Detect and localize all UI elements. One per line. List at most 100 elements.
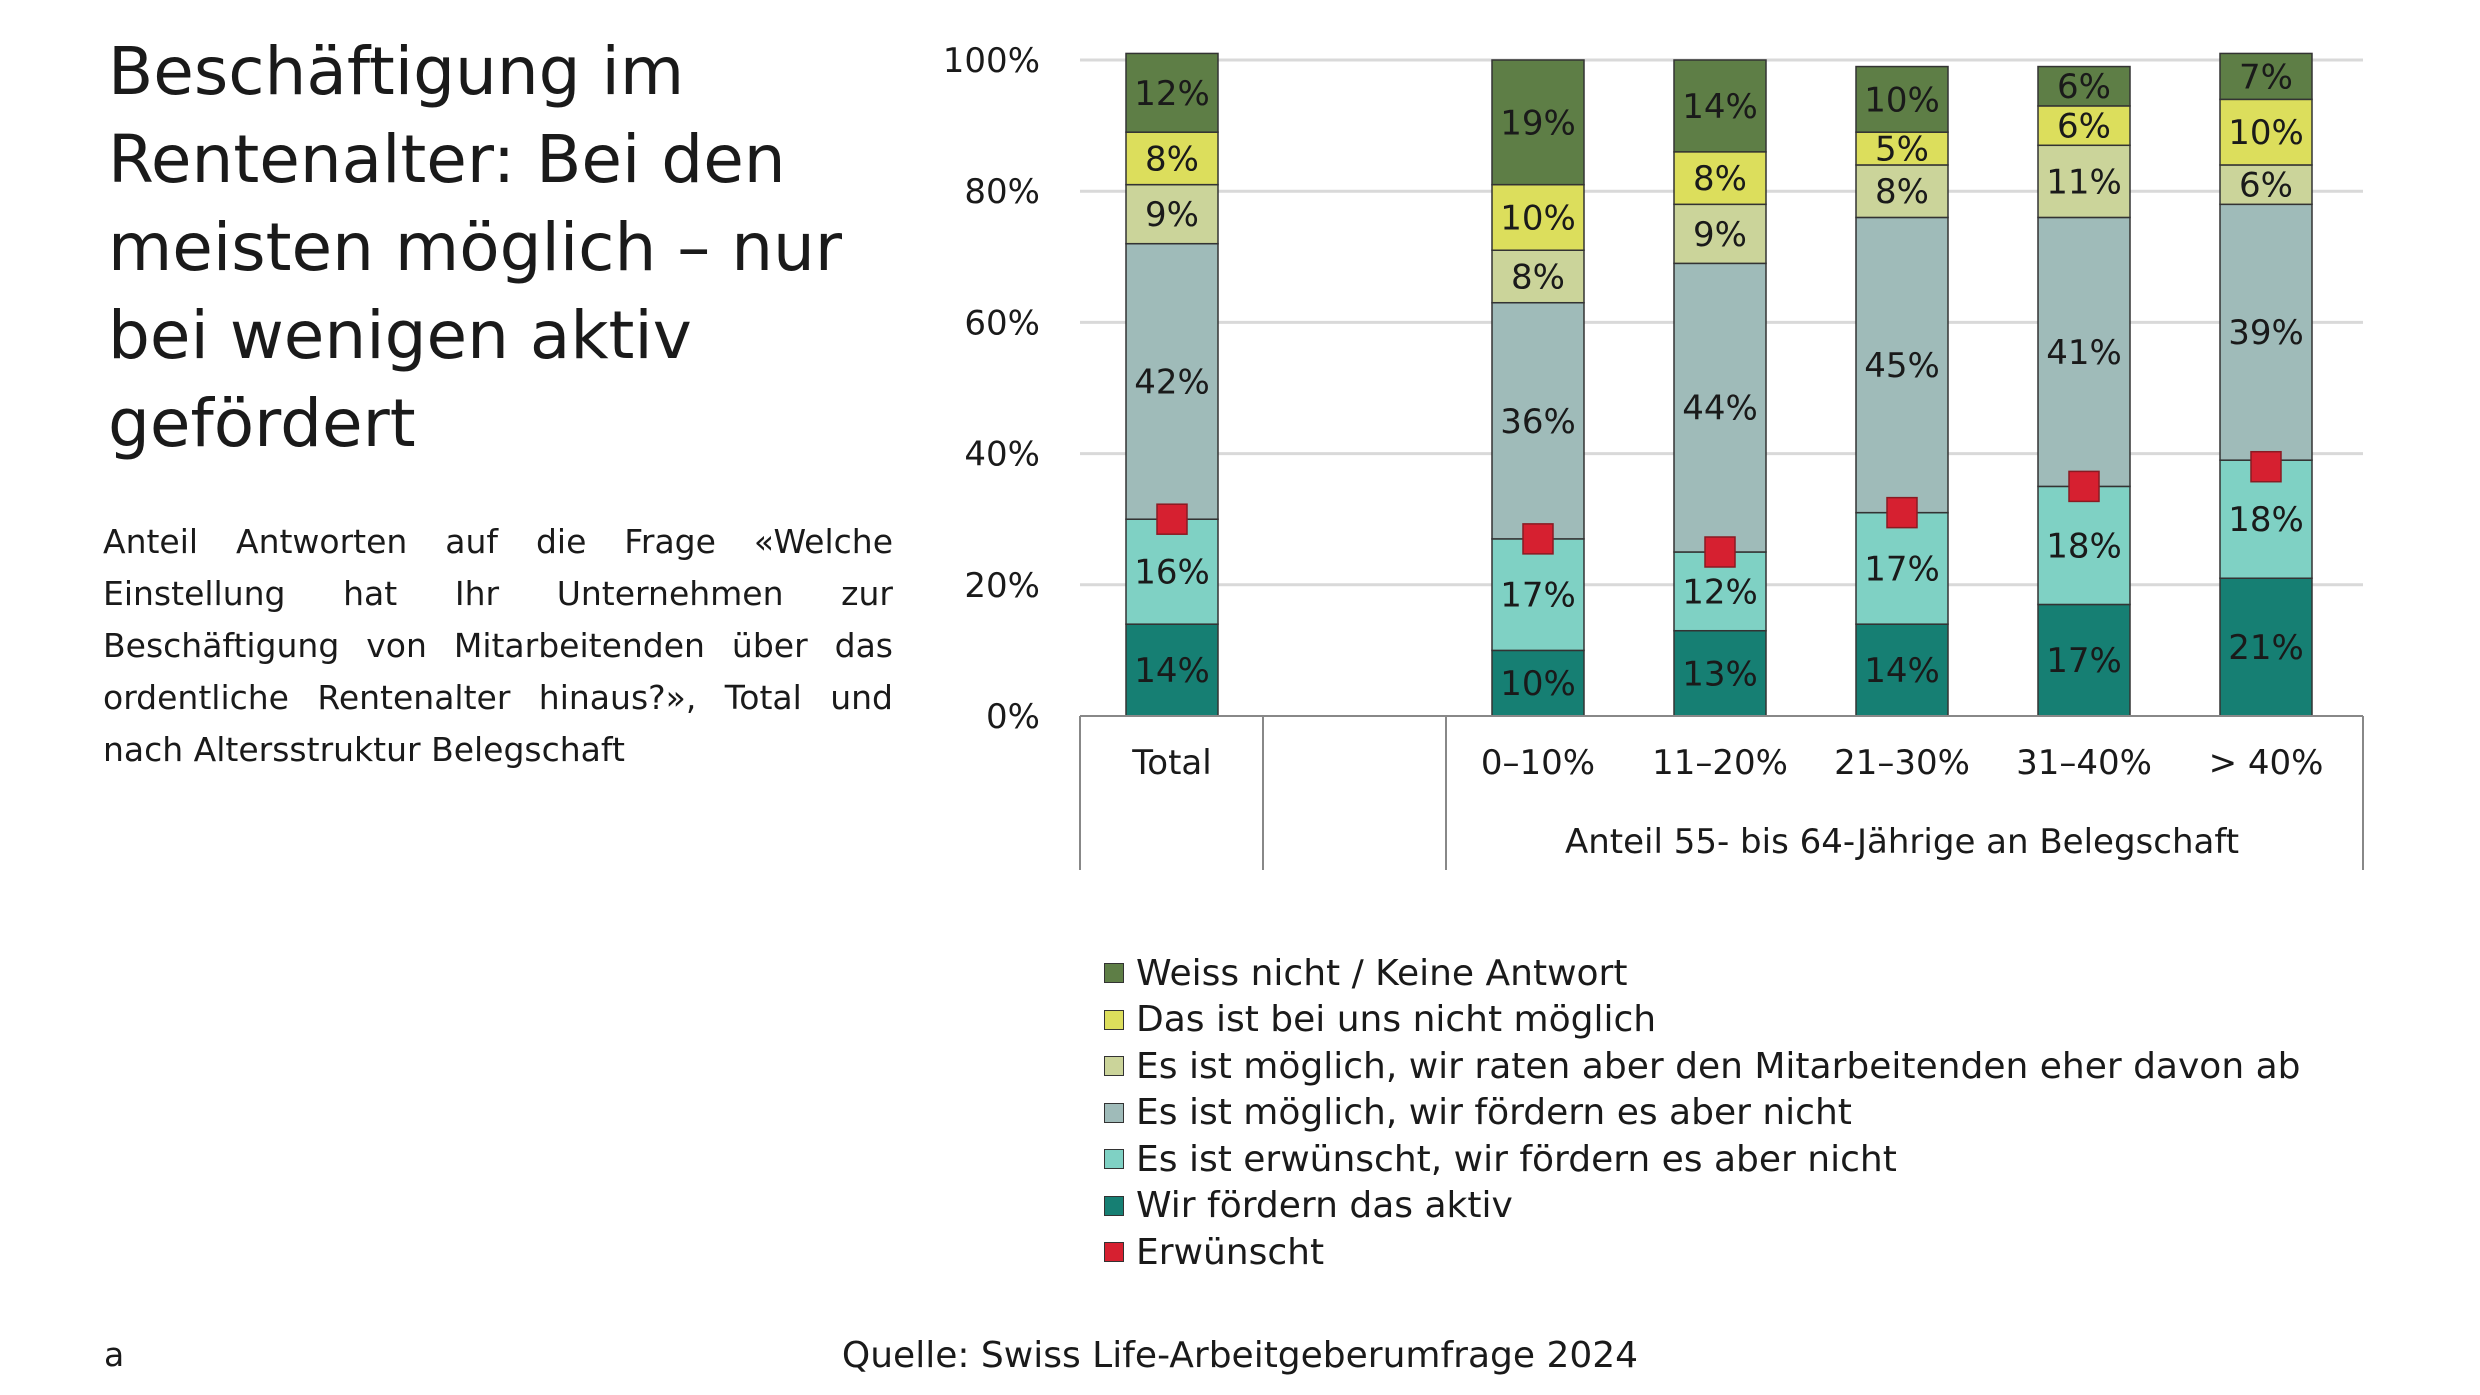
data-label: 6% [2057, 67, 2111, 107]
legend-item: Das ist bei uns nicht möglich [1104, 997, 2301, 1044]
legend-swatch [1104, 1102, 1124, 1123]
bar-segment [2219, 203, 2313, 461]
data-label: 19% [1500, 103, 1576, 143]
data-label: 7% [2239, 57, 2293, 97]
bar-segment [1125, 131, 1219, 186]
source-note: Quelle: Swiss Life-Arbeitgeberumfrage 20… [841, 1335, 1639, 1376]
bar-segment [1673, 151, 1767, 206]
legend-label: Wir fördern das aktiv [1136, 1185, 1513, 1227]
bar-segment [1855, 164, 1949, 219]
x-tick-label: 11–20% [1652, 743, 1788, 783]
y-tick-label: 80% [964, 172, 1040, 212]
bar-segment [1125, 242, 1219, 520]
legend-swatch [1104, 963, 1124, 984]
marker-point [1522, 523, 1554, 555]
stacked-bar-chart: 0% 20% 40% 60% 80% 100% 14% 16% 42% 9% 8% 12% 10% 17%… [943, 41, 2364, 870]
bar-segment [2219, 52, 2313, 101]
bar-segment [2037, 144, 2131, 219]
x-tick-label: Total [1131, 743, 1211, 783]
data-label: 17% [1500, 576, 1576, 616]
chart-legend: Weiss nicht / Keine Antwort Das ist bei u… [1104, 950, 2301, 1276]
bar-segment [2037, 603, 2131, 717]
marker-point [2068, 470, 2100, 503]
legend-item: Es ist möglich, wir raten aber den Mitar… [1104, 1043, 2301, 1090]
marker-point [1156, 503, 1188, 535]
y-tick-label: 20% [964, 566, 1040, 606]
data-label: 12% [1682, 572, 1758, 612]
chart-title: Beschäftigung im Rentenalter: Bei den me… [108, 33, 843, 462]
data-label: 8% [1145, 139, 1199, 179]
footnote-marker: a [104, 1335, 125, 1374]
data-label: 44% [1682, 389, 1758, 429]
legend-label: Es ist möglich, wir raten aber den Mitar… [1136, 1045, 2301, 1087]
bar-segment [1125, 52, 1219, 133]
legend-swatch [1104, 1242, 1124, 1263]
data-label: 12% [1134, 74, 1210, 114]
bar-segment [1491, 249, 1585, 304]
legend-swatch [1104, 1009, 1124, 1030]
data-label: 18% [2228, 500, 2304, 540]
data-label: 36% [1500, 402, 1576, 442]
bar-segment [2219, 577, 2313, 717]
data-label: 9% [1145, 195, 1199, 235]
data-label: 9% [1693, 215, 1747, 255]
bar-segment [1673, 59, 1767, 153]
data-label: 39% [2228, 313, 2304, 353]
data-label: 8% [1875, 172, 1929, 212]
data-label: 10% [1500, 664, 1576, 704]
bar-segment [2037, 65, 2131, 107]
x-tick-label: 0–10% [1481, 743, 1595, 783]
legend-label: Es ist erwünscht, wir fördern es aber ni… [1136, 1138, 1897, 1180]
bar-segment [1125, 623, 1219, 717]
legend-label: Das ist bei uns nicht möglich [1136, 999, 1657, 1041]
chart-subtitle: Anteil Antworten auf die Frage «Welche E… [103, 522, 893, 769]
data-label: 8% [1693, 159, 1747, 199]
bar-segment [1855, 216, 1949, 514]
data-label: 41% [2046, 333, 2122, 373]
data-label: 21% [2228, 628, 2304, 668]
data-label: 16% [1134, 553, 1210, 593]
data-label: 6% [2239, 166, 2293, 206]
legend-label: Es ist möglich, wir fördern es aber nich… [1136, 1092, 1852, 1134]
bar-segment [1125, 183, 1219, 245]
data-label: 17% [1864, 549, 1940, 589]
bar-segment [1491, 538, 1585, 652]
legend-item: Erwünscht [1104, 1229, 2301, 1276]
bar-segment [2037, 485, 2131, 606]
bar-segment [1491, 301, 1585, 540]
y-tick-label: 100% [943, 41, 1040, 81]
bar-segment [2219, 164, 2313, 206]
data-label: 45% [1864, 346, 1940, 386]
legend-item: Wir fördern das aktiv [1104, 1183, 2301, 1230]
legend-label: Erwünscht [1136, 1231, 1325, 1273]
data-label: 8% [1511, 257, 1565, 297]
bar-segment [1491, 59, 1585, 186]
bar-segment [1491, 183, 1585, 251]
y-tick-label: 0% [986, 697, 1040, 737]
marker-point [2250, 450, 2282, 483]
data-label: 18% [2046, 526, 2122, 566]
marker-point [1704, 536, 1736, 568]
data-label: 42% [1134, 362, 1210, 402]
data-label: 17% [2046, 641, 2122, 681]
data-label: 14% [1682, 87, 1758, 127]
legend-item: Es ist erwünscht, wir fördern es aber ni… [1104, 1136, 2301, 1183]
data-label: 13% [1682, 654, 1758, 694]
data-label: 5% [1875, 130, 1929, 170]
bar-segment [1855, 511, 1949, 625]
data-label: 10% [1864, 80, 1940, 120]
data-label: 14% [1134, 651, 1210, 691]
x-tick-label: > 40% [2209, 743, 2324, 783]
data-label: 10% [2228, 113, 2304, 153]
data-label: 10% [1500, 198, 1576, 238]
data-label: 6% [2057, 107, 2111, 147]
marker-point [1886, 496, 1918, 529]
y-tick-label: 40% [964, 435, 1040, 475]
bar-segment [1855, 65, 1949, 133]
bar-segment [1125, 518, 1219, 625]
data-label: 11% [2046, 162, 2122, 202]
legend-item: Es ist möglich, wir fördern es aber nich… [1104, 1090, 2301, 1137]
legend-label: Weiss nicht / Keine Antwort [1136, 952, 1628, 994]
group-axis-label: Anteil 55- bis 64-Jährige an Belegschaft [1565, 822, 2239, 862]
data-label: 14% [1864, 651, 1940, 691]
